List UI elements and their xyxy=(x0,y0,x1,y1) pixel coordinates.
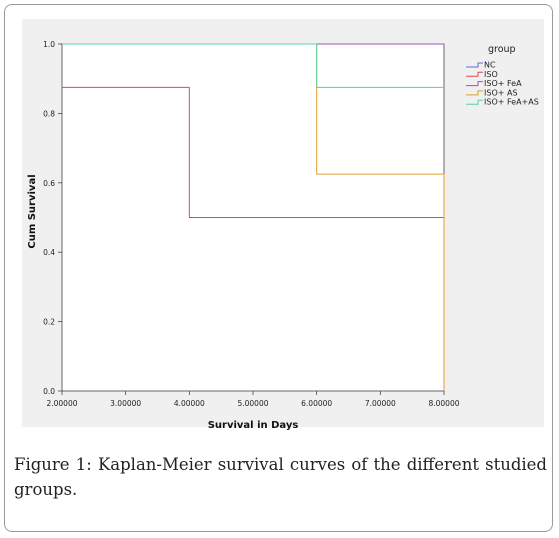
chart-series-group xyxy=(62,43,445,391)
y-tick-label: 0.0 xyxy=(43,387,55,396)
x-tick-label: 2.00000 xyxy=(46,399,77,408)
chart-axes: 0.0 0.2 0.4 0.6 0.8 1.0 2.00000 3.00000 4.00000 5… xyxy=(27,40,460,431)
legend-entry: ISO+ AS xyxy=(484,88,518,97)
x-axis-title: Survival in Days xyxy=(208,420,299,431)
legend-swatch xyxy=(466,90,483,96)
figure-caption: Figure 1: Kaplan-Meier survival curves o… xyxy=(14,452,547,502)
x-tick-label: 4.00000 xyxy=(174,399,205,408)
legend-entry: NC xyxy=(484,61,496,70)
x-tick-label: 6.00000 xyxy=(301,399,332,408)
legend-title: group xyxy=(488,44,516,55)
legend-swatch xyxy=(466,81,483,87)
series-line-iso xyxy=(62,86,444,218)
caption-text: Kaplan-Meier survival curves of the diff… xyxy=(14,455,547,499)
legend-entry: ISO+ FeA xyxy=(484,79,522,88)
y-tick-label: 0.4 xyxy=(43,248,55,257)
legend-swatch xyxy=(466,99,483,105)
y-tick-label: 0.6 xyxy=(43,179,55,188)
series-line-iso-fea-as xyxy=(62,43,444,88)
legend-entry: ISO xyxy=(484,70,498,79)
y-axis-title: Cum Survival xyxy=(27,174,38,248)
caption-label: Figure 1: xyxy=(14,455,92,474)
x-tick-label: 3.00000 xyxy=(110,399,141,408)
legend-swatch xyxy=(466,62,483,68)
legend-entry: ISO+ FeA+AS xyxy=(484,98,539,107)
y-tick-label: 0.8 xyxy=(43,109,55,118)
x-tick-label: 5.00000 xyxy=(237,399,268,408)
y-tick-label: 1.0 xyxy=(43,40,55,49)
x-tick-label: 8.00000 xyxy=(428,399,459,408)
x-tick-label: 7.00000 xyxy=(365,399,396,408)
legend-swatch xyxy=(466,71,483,77)
y-tick-label: 0.2 xyxy=(43,318,55,327)
